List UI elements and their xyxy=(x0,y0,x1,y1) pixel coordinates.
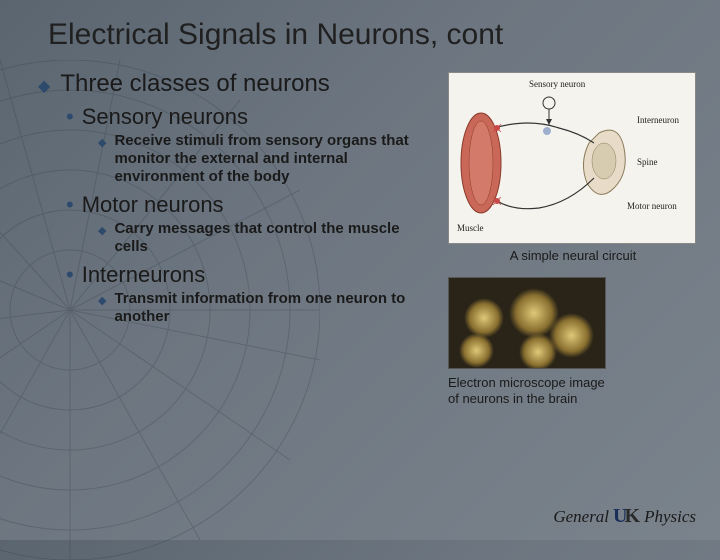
diamond-bullet-icon: ◆ xyxy=(98,136,106,149)
detail-text: Transmit information from one neuron to … xyxy=(114,290,414,326)
subheading: Interneurons xyxy=(82,262,206,288)
fig-label-muscle: Muscle xyxy=(457,223,484,233)
figure-caption: A simple neural circuit xyxy=(448,248,698,263)
list-item: ◆ Three classes of neurons xyxy=(38,70,438,98)
subheading: Sensory neurons xyxy=(82,104,248,130)
dot-bullet-icon: • xyxy=(66,194,74,216)
detail-text: Receive stimuli from sensory organs that… xyxy=(114,132,414,186)
list-item: ◆ Carry messages that control the muscle… xyxy=(98,220,438,256)
electron-microscope-figure xyxy=(448,277,606,369)
footer-left: General xyxy=(553,507,609,527)
list-item: • Interneurons xyxy=(66,262,438,288)
diamond-bullet-icon: ◆ xyxy=(98,224,106,237)
subheading: Motor neurons xyxy=(82,192,224,218)
fig-label-sensory: Sensory neuron xyxy=(529,79,585,89)
fig-label-interneuron: Interneuron xyxy=(637,115,679,125)
content-area: ◆ Three classes of neurons • Sensory neu… xyxy=(0,52,720,406)
fig-label-spine: Spine xyxy=(637,157,658,167)
list-item: ◆ Transmit information from one neuron t… xyxy=(98,290,438,326)
footer-right: Physics xyxy=(644,507,696,527)
footer: General UK Physics xyxy=(553,505,696,528)
uk-logo-icon: UK xyxy=(613,505,640,528)
right-column: Sensory neuron Interneuron Spine Motor n… xyxy=(438,70,698,406)
diamond-bullet-icon: ◆ xyxy=(38,76,50,96)
dot-bullet-icon: • xyxy=(66,106,74,128)
detail-text: Carry messages that control the muscle c… xyxy=(114,220,414,256)
list-item: • Motor neurons xyxy=(66,192,438,218)
left-column: ◆ Three classes of neurons • Sensory neu… xyxy=(38,70,438,406)
neural-circuit-figure: Sensory neuron Interneuron Spine Motor n… xyxy=(448,72,696,244)
diamond-bullet-icon: ◆ xyxy=(98,294,106,307)
list-item: • Sensory neurons xyxy=(66,104,438,130)
slide-title: Electrical Signals in Neurons, cont xyxy=(0,0,720,52)
fig-label-motor: Motor neuron xyxy=(627,201,677,211)
dot-bullet-icon: • xyxy=(66,264,74,286)
main-heading: Three classes of neurons xyxy=(60,70,329,98)
figure-caption: Electron microscope image of neurons in … xyxy=(448,375,608,406)
list-item: ◆ Receive stimuli from sensory organs th… xyxy=(98,132,438,186)
